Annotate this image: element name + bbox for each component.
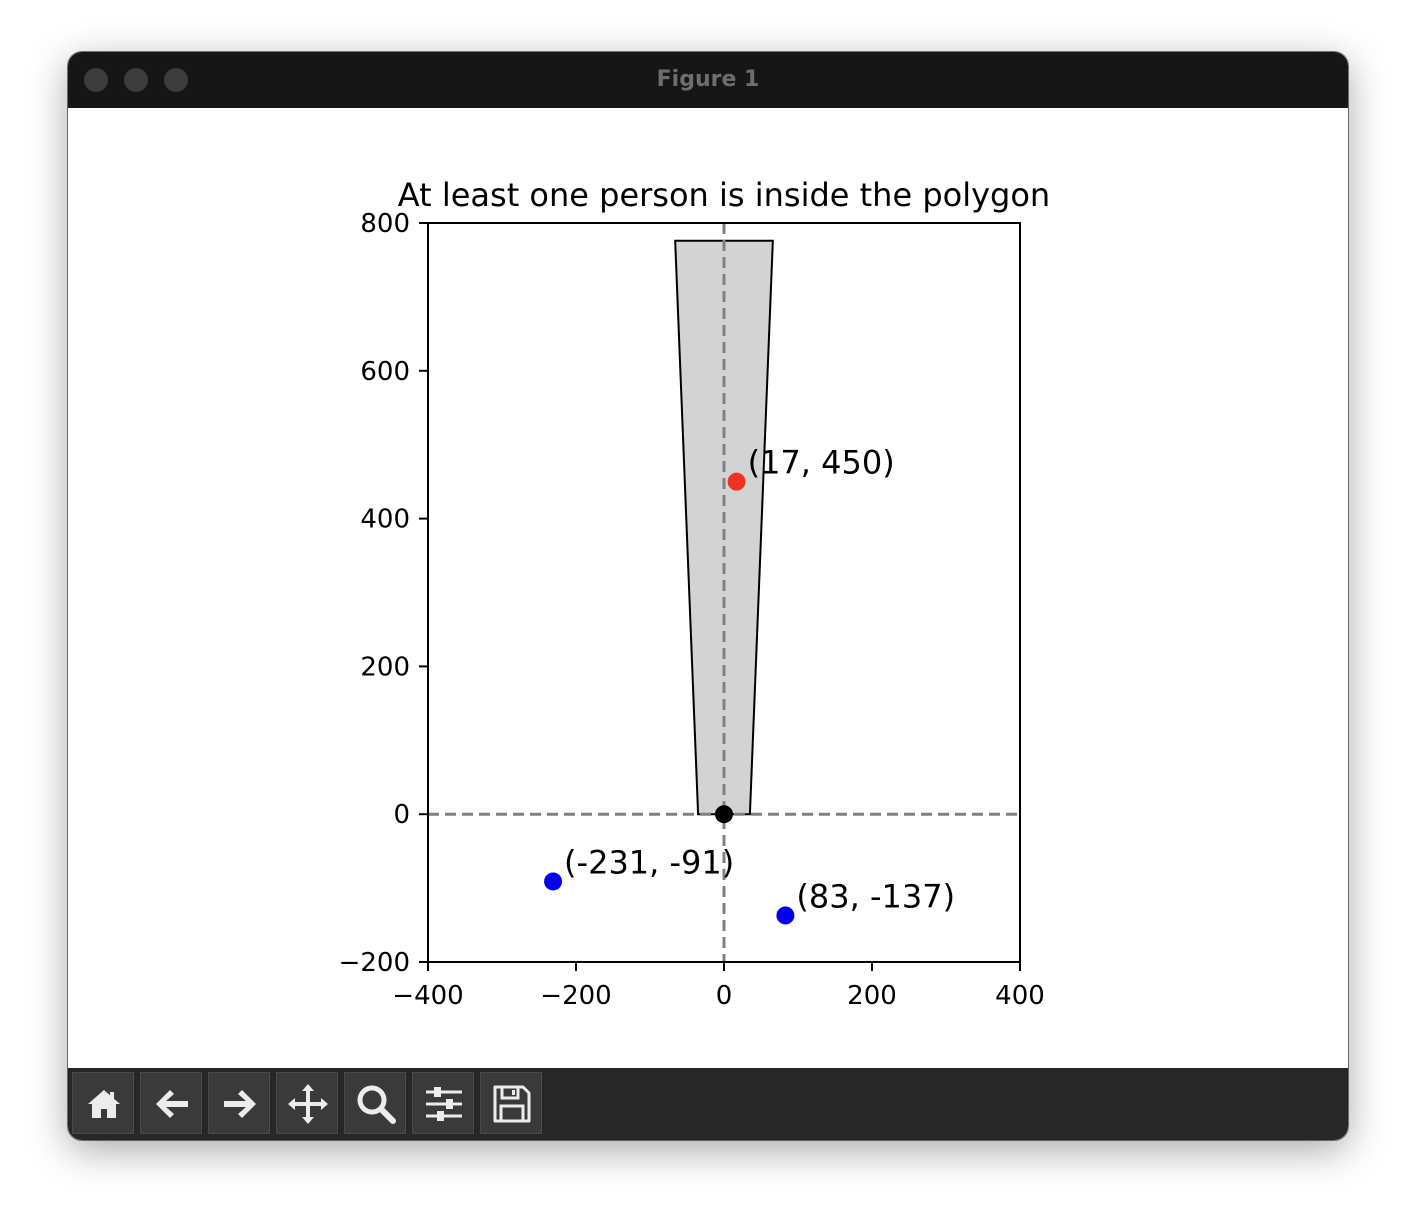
minimize-window-button[interactable] bbox=[124, 68, 148, 92]
save-button[interactable] bbox=[480, 1072, 542, 1134]
zoom-window-button[interactable] bbox=[164, 68, 188, 92]
figure-window: Figure 1 At least one person is inside t… bbox=[68, 52, 1348, 1140]
data-point-label: (17, 450) bbox=[748, 444, 895, 482]
data-point bbox=[544, 872, 563, 891]
pan-button[interactable] bbox=[276, 1072, 338, 1134]
chart-title: At least one person is inside the polygo… bbox=[398, 176, 1050, 214]
x-tick-label: 0 bbox=[716, 981, 733, 1011]
x-tick-label: −400 bbox=[392, 981, 463, 1011]
scatter-plot: At least one person is inside the polygo… bbox=[339, 176, 1051, 1011]
y-tick-label: 800 bbox=[360, 209, 410, 239]
data-point-label: (-231, -91) bbox=[564, 843, 734, 881]
configure-subplots-button[interactable] bbox=[412, 1072, 474, 1134]
zoom-button[interactable] bbox=[344, 1072, 406, 1134]
title-bar: Figure 1 bbox=[68, 52, 1348, 108]
data-point-label: (83, -137) bbox=[796, 877, 955, 915]
arrow-right-icon bbox=[224, 1090, 256, 1118]
sliders-icon bbox=[426, 1087, 462, 1121]
home-button[interactable] bbox=[72, 1072, 134, 1134]
y-tick-label: 0 bbox=[393, 800, 410, 830]
forward-button[interactable] bbox=[208, 1072, 270, 1134]
data-point bbox=[776, 906, 795, 925]
y-tick-label: 600 bbox=[360, 357, 410, 387]
back-button[interactable] bbox=[140, 1072, 202, 1134]
arrow-left-icon bbox=[156, 1090, 188, 1118]
close-window-button[interactable] bbox=[84, 68, 108, 92]
search-icon bbox=[357, 1085, 396, 1124]
x-tick-label: −200 bbox=[540, 981, 611, 1011]
x-tick-label: 200 bbox=[847, 981, 897, 1011]
home-icon bbox=[88, 1090, 120, 1118]
floppy-disk-icon bbox=[493, 1085, 531, 1123]
origin-point bbox=[715, 805, 733, 824]
figure-canvas[interactable]: At least one person is inside the polygo… bbox=[68, 108, 1348, 1068]
navigation-toolbar bbox=[68, 1068, 1348, 1140]
window-title: Figure 1 bbox=[656, 67, 760, 92]
y-tick-label: 400 bbox=[360, 505, 410, 535]
y-tick-label: −200 bbox=[339, 948, 410, 978]
x-tick-label: 400 bbox=[995, 981, 1045, 1011]
y-tick-label: 200 bbox=[360, 652, 410, 682]
data-point bbox=[727, 472, 746, 491]
move-icon bbox=[288, 1084, 328, 1124]
